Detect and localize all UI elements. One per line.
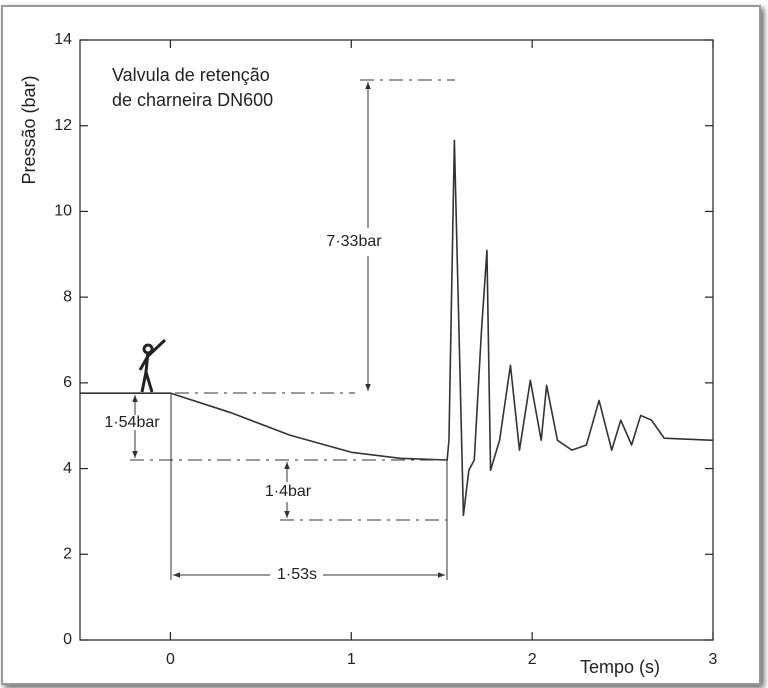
annotation: 1·53s	[277, 566, 317, 583]
y-tick-label: 8	[63, 288, 72, 305]
x-tick-label: 0	[166, 651, 175, 668]
data-line	[80, 139, 714, 517]
annotation: 1·4bar	[265, 483, 312, 500]
y-tick-label: 6	[63, 374, 72, 391]
frame	[1, 5, 761, 685]
figure-icon	[138, 338, 167, 393]
x-tick-label: 3	[709, 651, 718, 668]
annotation: 1·54bar	[104, 414, 160, 431]
y-axis-label: Pressão (bar)	[19, 75, 39, 184]
y-tick-label: 2	[63, 546, 72, 563]
y-tick-label: 10	[54, 203, 72, 220]
x-tick-label: 2	[528, 651, 537, 668]
plot-area	[79, 39, 714, 641]
chart-title: de charneira DN600	[112, 90, 273, 110]
x-tick-label: 1	[347, 651, 356, 668]
annotation: 7·33bar	[326, 233, 382, 250]
y-tick-label: 12	[54, 117, 72, 134]
y-tick-label: 4	[63, 460, 72, 477]
x-axis-label: Tempo (s)	[580, 657, 660, 677]
chart-title: Valvula de retenção	[112, 65, 270, 85]
y-tick-label: 0	[63, 631, 72, 648]
y-tick-label: 14	[54, 31, 72, 48]
